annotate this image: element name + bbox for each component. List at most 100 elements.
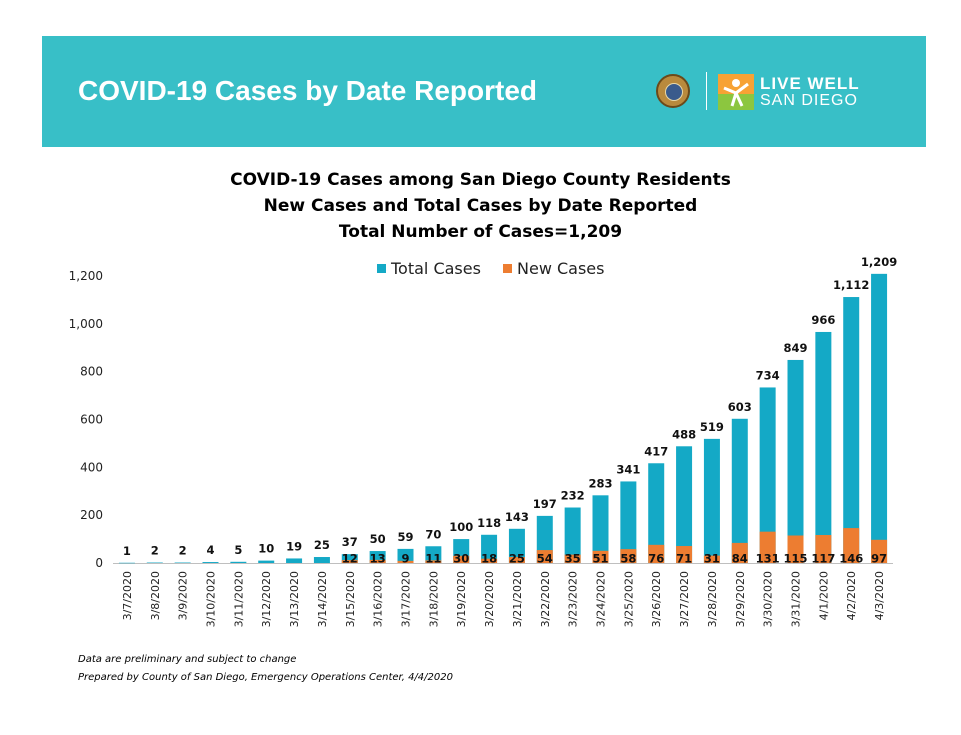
bar-new-cases — [787, 535, 804, 563]
x-tick-label: 3/16/2020 — [372, 571, 385, 627]
x-tick-label: 4/2/2020 — [845, 571, 858, 620]
bar-total-cases — [341, 554, 358, 563]
legend-label-new: New Cases — [517, 259, 604, 278]
data-label-total: 19 — [286, 539, 302, 553]
chart-title: COVID-19 Cases among San Diego County Re… — [230, 170, 731, 190]
data-label-total: 4 — [206, 543, 214, 557]
bar-new-cases — [703, 555, 720, 563]
data-label-new: 54 — [537, 552, 553, 566]
data-label-total: 1 — [123, 544, 131, 558]
data-label-total: 734 — [756, 368, 780, 382]
data-label-new: 117 — [811, 552, 835, 566]
y-tick-label: 800 — [80, 365, 103, 379]
x-tick-label: 3/17/2020 — [400, 571, 413, 627]
x-tick-label: 3/23/2020 — [567, 571, 580, 627]
data-label-new: 115 — [783, 552, 807, 566]
data-label-total: 50 — [370, 532, 386, 546]
x-tick-label: 3/31/2020 — [790, 571, 803, 627]
chart-subtitle: New Cases and Total Cases by Date Report… — [263, 196, 698, 216]
y-tick-label: 0 — [95, 556, 103, 570]
data-label-new: 30 — [453, 552, 469, 566]
bar-new-cases — [564, 554, 581, 563]
data-label-total: 59 — [397, 530, 413, 544]
logo-text-live-well: LIVE WELL — [760, 74, 860, 93]
data-label-new: 131 — [756, 552, 780, 566]
data-label-new: 35 — [565, 552, 581, 566]
data-label-total: 70 — [425, 527, 441, 541]
chart-subtitle-total: Total Number of Cases=1,209 — [338, 222, 623, 242]
y-tick-label: 600 — [80, 413, 103, 427]
data-label-new: 12 — [342, 552, 358, 566]
bar-new-cases — [508, 557, 525, 563]
x-tick-label: 3/29/2020 — [734, 571, 747, 627]
data-label-total: 519 — [700, 420, 724, 434]
bar-total-cases — [118, 562, 135, 564]
bar-new-cases — [481, 558, 498, 563]
bar-total-cases — [703, 438, 720, 563]
x-tick-label: 3/20/2020 — [483, 571, 496, 627]
bar-total-cases — [258, 560, 275, 563]
footnote-prepared-by: Prepared by County of San Diego, Emergen… — [78, 672, 453, 683]
x-tick-label: 3/9/2020 — [177, 571, 190, 620]
chart-titles: COVID-19 Cases among San Diego County Re… — [0, 167, 961, 245]
x-tick-label: 3/8/2020 — [149, 571, 162, 620]
bar-new-cases — [536, 550, 553, 563]
data-label-total: 1,112 — [833, 278, 869, 292]
data-label-new: 58 — [620, 552, 636, 566]
bar-total-cases — [592, 495, 609, 563]
bar-total-cases — [871, 273, 888, 563]
bar-new-cases — [369, 559, 386, 563]
bar-total-cases — [508, 528, 525, 563]
footnote-preliminary: Data are preliminary and subject to chan… — [78, 654, 297, 665]
data-label-total: 2 — [151, 544, 159, 558]
bar-new-cases — [341, 560, 358, 563]
y-tick-label: 200 — [80, 508, 103, 522]
data-label-new: 13 — [370, 552, 386, 566]
bar-total-cases — [759, 387, 776, 563]
bar-total-cases — [397, 548, 414, 563]
data-label-total: 966 — [811, 313, 835, 327]
logo-divider — [706, 72, 707, 110]
data-label-new: 84 — [732, 552, 748, 566]
data-label-new: 51 — [592, 552, 608, 566]
data-label-total: 232 — [561, 489, 585, 503]
bar-total-cases — [731, 418, 748, 563]
bar-new-cases — [453, 555, 470, 563]
bar-total-cases — [174, 562, 191, 564]
legend-swatch-total — [377, 264, 386, 273]
x-tick-label: 3/13/2020 — [288, 571, 301, 627]
county-seal-icon — [656, 74, 690, 108]
bar-new-cases — [676, 546, 693, 563]
data-label-total: 603 — [728, 400, 752, 414]
bar-total-cases — [648, 463, 665, 563]
bar-new-cases — [648, 544, 665, 563]
x-tick-label: 3/11/2020 — [232, 571, 245, 627]
bar-new-cases — [815, 535, 832, 563]
data-label-total: 2 — [179, 544, 187, 558]
data-label-new: 31 — [704, 552, 720, 566]
bar-total-cases — [369, 551, 386, 563]
data-label-new: 25 — [509, 552, 525, 566]
data-label-total: 143 — [505, 510, 529, 524]
bar-total-cases — [313, 557, 330, 563]
data-label-new: 76 — [648, 552, 664, 566]
legend-label-total: Total Cases — [390, 259, 481, 278]
bar-new-cases — [871, 539, 888, 563]
x-tick-label: 3/12/2020 — [260, 571, 273, 627]
data-label-total: 100 — [449, 520, 473, 534]
legend-swatch-new — [503, 264, 512, 273]
x-tick-label: 3/15/2020 — [344, 571, 357, 627]
bar-total-cases — [425, 546, 442, 563]
page-title: COVID-19 Cases by Date Reported — [78, 75, 538, 106]
bar-new-cases — [397, 560, 414, 563]
data-label-new: 9 — [401, 552, 409, 566]
data-label-total: 10 — [258, 542, 274, 556]
bar-total-cases — [843, 297, 860, 563]
bar-new-cases — [759, 531, 776, 563]
data-label-total: 849 — [783, 341, 807, 355]
bar-new-cases — [843, 528, 860, 563]
data-label-new: 18 — [481, 552, 497, 566]
data-label-total: 118 — [477, 516, 501, 530]
data-label-total: 37 — [342, 535, 358, 549]
